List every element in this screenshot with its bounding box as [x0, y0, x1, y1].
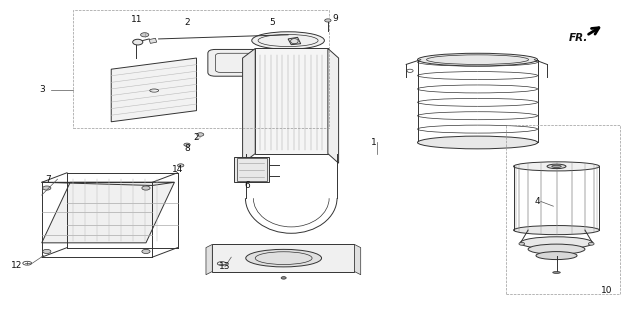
Text: 5: 5: [270, 19, 275, 28]
Polygon shape: [42, 182, 174, 243]
Ellipse shape: [589, 242, 594, 245]
Ellipse shape: [552, 165, 561, 167]
Text: 9: 9: [332, 14, 338, 23]
Ellipse shape: [513, 162, 599, 171]
Text: 2: 2: [194, 133, 199, 142]
Bar: [255, 49, 328, 154]
Ellipse shape: [184, 143, 190, 146]
Text: 11: 11: [131, 15, 142, 24]
Ellipse shape: [142, 186, 150, 190]
Ellipse shape: [141, 33, 149, 37]
Text: 14: 14: [172, 165, 183, 174]
Ellipse shape: [142, 249, 150, 253]
Ellipse shape: [252, 32, 324, 49]
Text: 4: 4: [535, 197, 541, 206]
Polygon shape: [149, 38, 157, 44]
Ellipse shape: [197, 133, 204, 136]
Ellipse shape: [547, 164, 566, 169]
Ellipse shape: [325, 19, 331, 22]
Ellipse shape: [520, 237, 593, 249]
Bar: [212, 244, 354, 271]
Text: 3: 3: [39, 85, 44, 94]
Text: 10: 10: [601, 286, 613, 295]
Ellipse shape: [418, 53, 537, 66]
Text: 8: 8: [184, 144, 190, 153]
Ellipse shape: [177, 164, 184, 167]
Text: 1: 1: [370, 138, 376, 147]
Ellipse shape: [536, 252, 577, 260]
Text: 2: 2: [184, 19, 190, 28]
Text: 13: 13: [219, 262, 230, 271]
Text: 6: 6: [244, 181, 250, 190]
Ellipse shape: [133, 39, 143, 45]
Polygon shape: [111, 58, 196, 122]
Polygon shape: [206, 244, 212, 275]
Ellipse shape: [281, 276, 286, 279]
Polygon shape: [288, 37, 301, 45]
Polygon shape: [242, 49, 255, 163]
Ellipse shape: [246, 249, 322, 267]
Ellipse shape: [418, 136, 537, 149]
Ellipse shape: [42, 186, 51, 190]
Text: 7: 7: [45, 175, 51, 184]
Ellipse shape: [519, 242, 525, 245]
Polygon shape: [328, 49, 339, 163]
Ellipse shape: [513, 226, 599, 235]
Bar: [234, 157, 269, 182]
Polygon shape: [42, 182, 174, 186]
Ellipse shape: [528, 244, 585, 254]
Text: 12: 12: [11, 261, 22, 270]
Bar: [506, 125, 620, 294]
Ellipse shape: [42, 249, 51, 253]
Text: FR.: FR.: [569, 33, 588, 43]
Bar: [237, 158, 266, 181]
FancyBboxPatch shape: [208, 50, 305, 76]
Ellipse shape: [553, 271, 560, 273]
Bar: [73, 10, 329, 128]
Polygon shape: [354, 244, 361, 275]
